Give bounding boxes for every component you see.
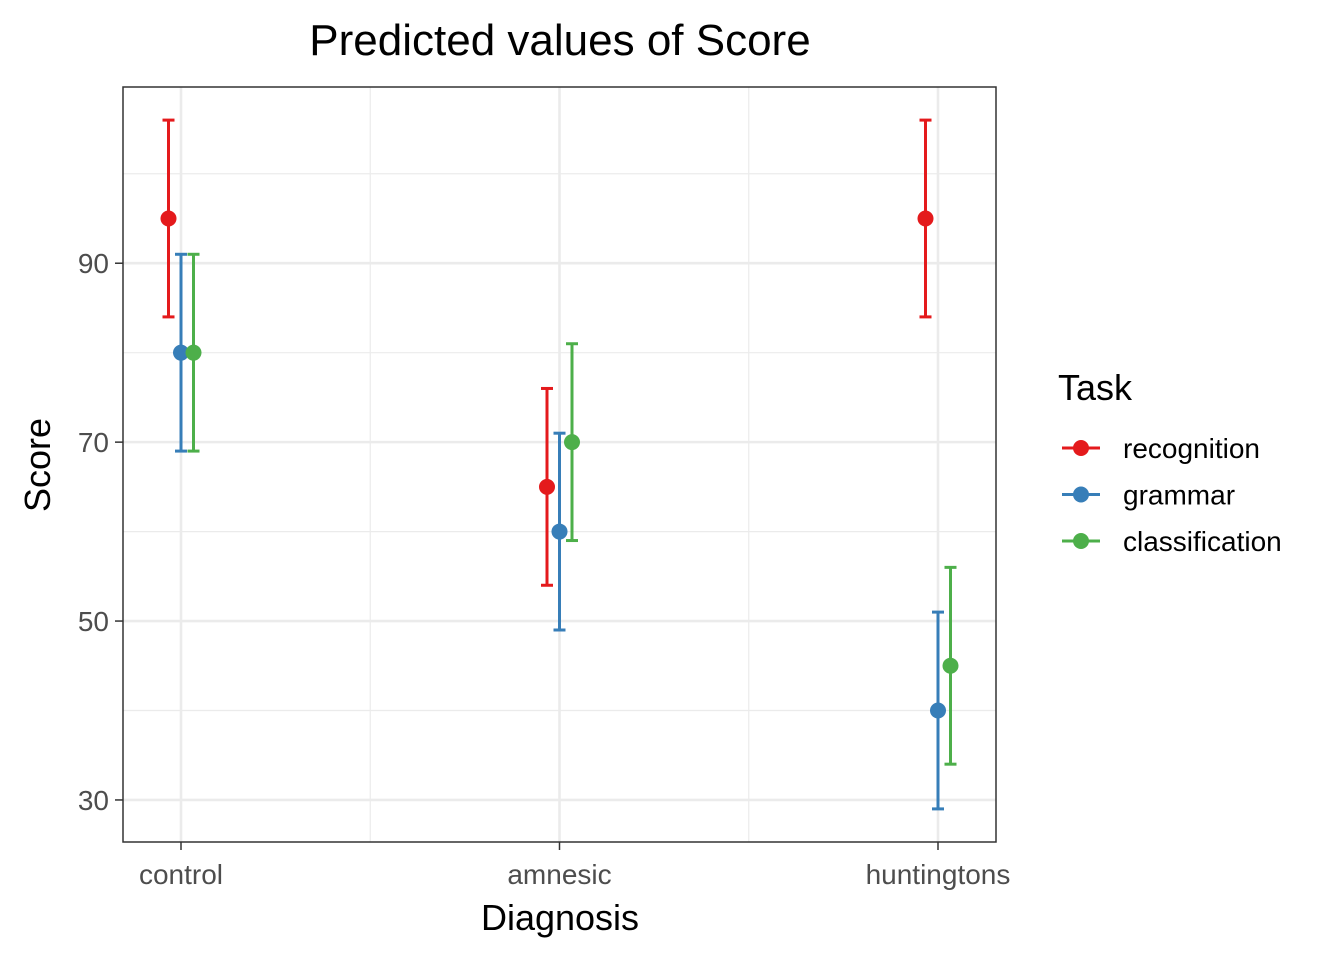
- y-axis: 30 50 70 90: [78, 248, 123, 816]
- data-point: [942, 657, 959, 674]
- y-tick-label: 70: [78, 427, 109, 458]
- plot-panel: [122, 86, 997, 843]
- legend-label: classification: [1123, 526, 1282, 557]
- legend-item-classification: classification: [1062, 526, 1282, 557]
- legend-label: grammar: [1123, 480, 1235, 511]
- legend-key-point: [1073, 486, 1089, 503]
- chart-title: Predicted values of Score: [309, 16, 810, 65]
- legend-title: Task: [1058, 367, 1133, 408]
- data-marks: [160, 118, 959, 811]
- legend-item-recognition: recognition: [1062, 433, 1260, 464]
- data-point: [539, 478, 555, 495]
- series-grammar: [173, 252, 946, 811]
- x-axis-title: Diagnosis: [481, 897, 639, 938]
- y-tick-label: 90: [78, 248, 109, 279]
- data-point: [551, 523, 568, 540]
- x-tick-label: amnesic: [507, 859, 611, 890]
- legend-key-point: [1073, 440, 1089, 456]
- series-recognition: [160, 118, 934, 587]
- data-point: [917, 210, 934, 227]
- data-point: [930, 702, 946, 719]
- x-tick-label: huntingtons: [866, 859, 1011, 890]
- data-point: [185, 344, 202, 361]
- legend-key-point: [1073, 533, 1089, 549]
- legend-label: recognition: [1123, 433, 1260, 464]
- data-point: [173, 344, 189, 361]
- y-tick-label: 30: [78, 785, 109, 816]
- series-classification: [185, 252, 959, 766]
- x-tick-label: control: [139, 859, 223, 890]
- y-axis-title: Score: [17, 418, 58, 512]
- data-point: [564, 434, 580, 451]
- legend: Task recognition grammar classification: [1058, 367, 1282, 557]
- x-axis: control amnesic huntingtons: [139, 842, 1010, 890]
- legend-item-grammar: grammar: [1062, 480, 1235, 511]
- grid-lines: [123, 87, 996, 842]
- data-point: [160, 210, 177, 227]
- y-tick-label: 50: [78, 606, 109, 637]
- legend-items: recognition grammar classification: [1062, 433, 1282, 557]
